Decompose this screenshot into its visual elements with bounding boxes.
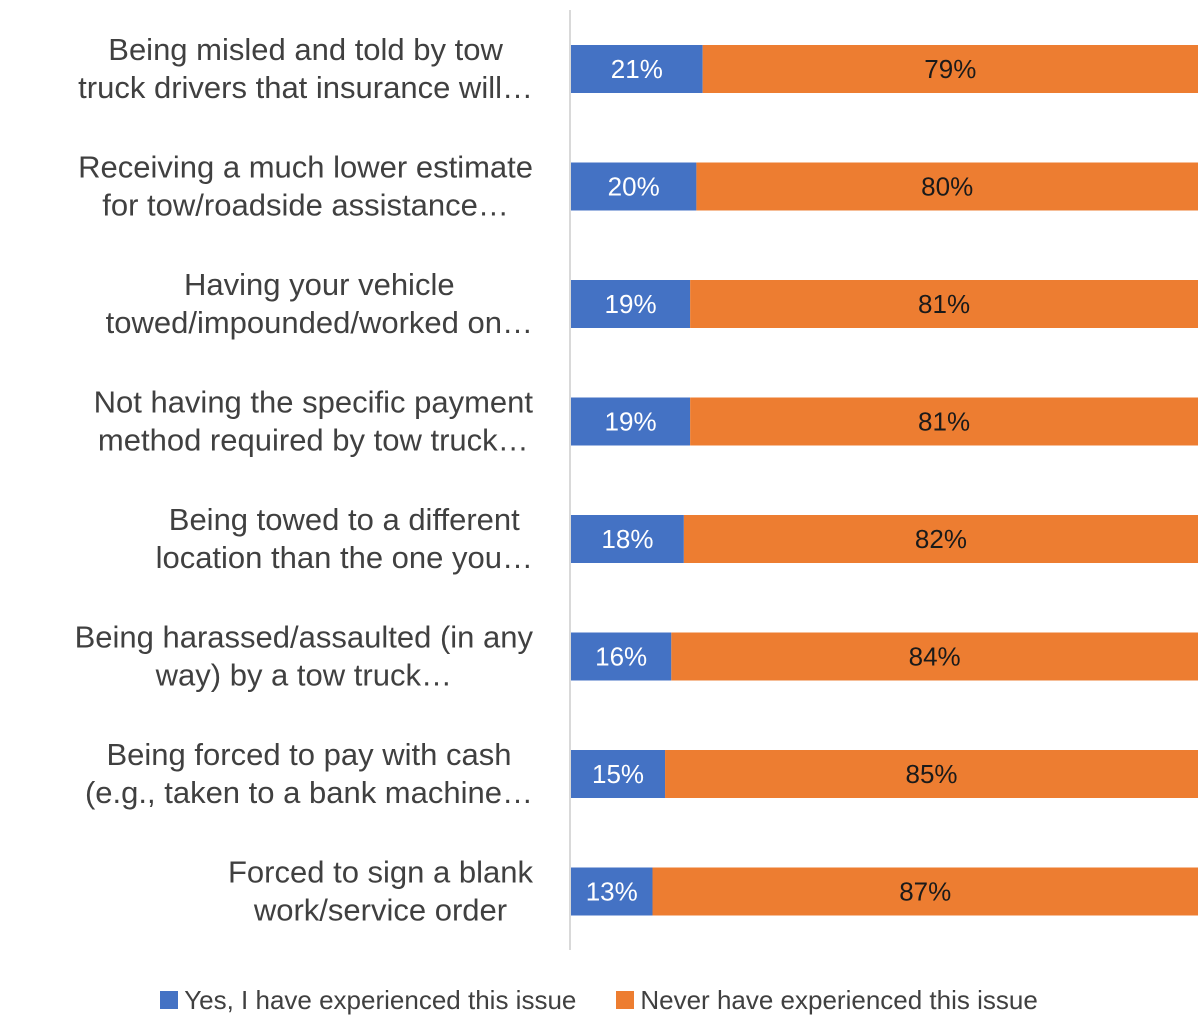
category-label-line: Being towed to a different xyxy=(169,502,520,537)
bar-yes-6 xyxy=(571,750,666,798)
category-label-line: towed/impounded/worked on… xyxy=(106,305,533,340)
category-label-0: Being misled and told by tow truck driver… xyxy=(78,32,533,105)
category-label-line: Receiving a much lower estimate xyxy=(78,150,533,185)
data-label-no-0: 79% xyxy=(924,54,976,84)
data-label-yes-6: 15% xyxy=(592,759,644,789)
category-labels-group: Being misled and told by tow truck driver… xyxy=(75,32,534,928)
data-label-yes-2: 19% xyxy=(605,289,657,319)
bar-no-6 xyxy=(665,750,1198,798)
data-label-yes-5: 16% xyxy=(595,642,647,672)
bar-yes-5 xyxy=(571,632,672,681)
category-label-3: Not having the specific payment method re… xyxy=(94,385,534,458)
bar-no-0 xyxy=(702,45,1198,93)
category-label-7: Forced to sign a blank work/service order xyxy=(228,855,534,928)
category-label-line: for tow/roadside assistance… xyxy=(102,188,509,223)
category-label-line: Not having the specific payment xyxy=(94,385,534,420)
category-label-line: Having your vehicle xyxy=(184,267,455,302)
legend: Yes, I have experienced this issue Never… xyxy=(0,980,1198,1020)
category-label-2: Having your vehicle towed/impounded/worke… xyxy=(106,267,533,340)
legend-label-no: Never have experienced this issue xyxy=(640,984,1038,1015)
data-label-no-6: 85% xyxy=(906,759,958,789)
bar-yes-3 xyxy=(571,397,691,446)
category-label-line: Forced to sign a blank xyxy=(228,855,534,890)
bar-yes-7 xyxy=(571,867,653,916)
category-label-line: Being forced to pay with cash xyxy=(107,737,512,772)
category-label-1: Receiving a much lower estimate for tow/r… xyxy=(78,150,533,223)
category-label-5: Being harassed/assaulted (in any way) by … xyxy=(75,620,534,693)
data-label-no-7: 87% xyxy=(899,877,951,907)
category-label-line: (e.g., taken to a bank machine… xyxy=(85,775,533,810)
data-label-yes-1: 20% xyxy=(608,172,660,202)
bar-no-5 xyxy=(671,632,1198,681)
bar-yes-2 xyxy=(571,280,691,328)
category-label-line: work/service order xyxy=(253,893,507,928)
category-label-line: location than the one you… xyxy=(156,540,533,575)
data-label-yes-0: 21% xyxy=(611,54,663,84)
category-label-6: Being forced to pay with cash (e.g., take… xyxy=(85,737,533,810)
legend-item-yes: Yes, I have experienced this issue xyxy=(160,985,576,1016)
category-label-line: way) by a tow truck… xyxy=(155,658,452,693)
legend-label-yes: Yes, I have experienced this issue xyxy=(184,984,577,1015)
legend-item-no: Never have experienced this issue xyxy=(616,984,1038,1016)
bar-no-3 xyxy=(690,397,1198,446)
bar-no-2 xyxy=(690,280,1198,328)
bar-no-4 xyxy=(683,515,1198,563)
legend-swatch-yes xyxy=(160,991,179,1009)
bars-group: 21% 79% 20% 80% 19% 81% 19% 81% 18% 82% 16% 84% 15% 8… xyxy=(571,45,1198,916)
data-label-no-5: 84% xyxy=(909,642,961,672)
bar-no-1 xyxy=(696,162,1198,211)
bar-yes-1 xyxy=(571,162,697,211)
category-label-line: Being harassed/assaulted (in any xyxy=(75,620,534,655)
data-label-no-3: 81% xyxy=(918,407,970,437)
bar-yes-4 xyxy=(571,515,684,563)
data-label-yes-7: 13% xyxy=(586,877,638,907)
bar-yes-0 xyxy=(571,45,703,93)
data-label-no-1: 80% xyxy=(921,172,973,202)
category-label-line: Being misled and told by tow xyxy=(108,32,503,67)
category-label-4: Being towed to a different location than … xyxy=(156,502,533,575)
data-label-no-4: 82% xyxy=(915,524,967,554)
category-label-line: truck drivers that insurance will… xyxy=(78,70,533,105)
bar-no-7 xyxy=(652,867,1198,916)
data-label-yes-3: 19% xyxy=(605,407,657,437)
data-label-yes-4: 18% xyxy=(601,524,653,554)
category-label-line: method required by tow truck… xyxy=(98,423,529,458)
data-label-no-2: 81% xyxy=(918,289,970,319)
legend-swatch-no xyxy=(616,991,635,1009)
